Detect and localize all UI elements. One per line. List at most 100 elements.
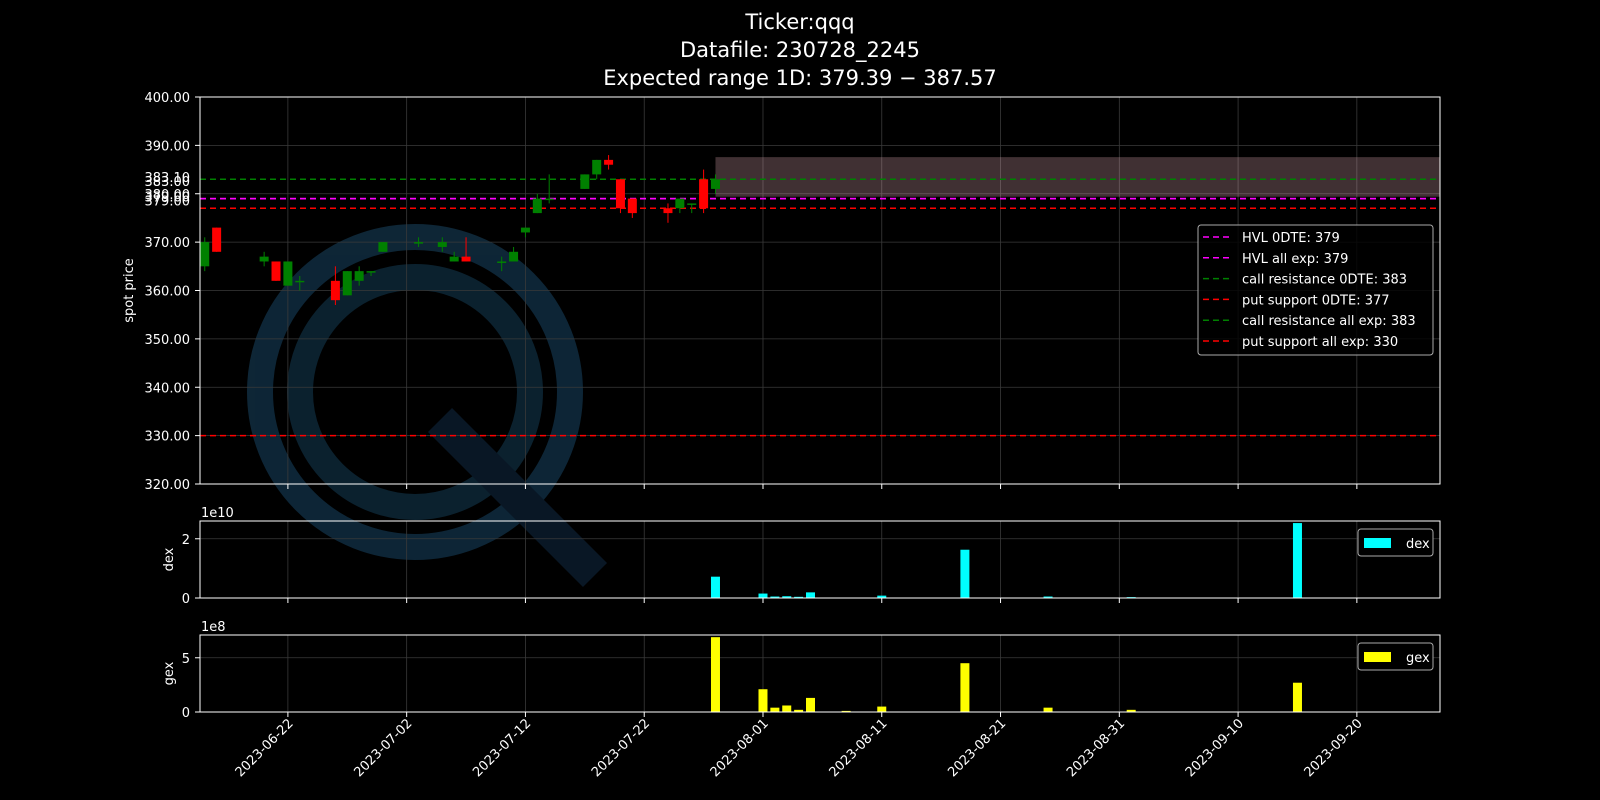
price-level-tick-label: 379.00: [145, 195, 191, 210]
price-ytick-label: 360.00: [145, 285, 191, 300]
dex-bar: [770, 596, 780, 598]
watermark-ring-inner: [287, 264, 543, 520]
chart-title-ticker: Ticker:qqq: [745, 10, 855, 34]
price-legend-box: [1197, 224, 1434, 356]
xtick-label: 2023-08-01: [708, 716, 772, 780]
chart-title-datafile: Datafile: 230728_2245: [680, 38, 920, 62]
price-ytick-label: 320.00: [145, 478, 191, 493]
gex-ytick-label: 5: [182, 652, 190, 667]
xtick-label: 2023-09-10: [1183, 716, 1247, 780]
dex-ytick-label: 2: [182, 533, 190, 548]
legend-label-3: put support 0DTE: 377: [1242, 293, 1390, 308]
gex-bar: [770, 707, 780, 712]
dex-bar: [782, 596, 792, 598]
dex-bar: [710, 576, 720, 598]
candle-body: [449, 256, 459, 262]
candle-body: [342, 271, 352, 296]
candle-body: [520, 227, 530, 233]
xtick-label: 2023-08-11: [827, 716, 891, 780]
gex-bar: [794, 709, 804, 712]
gex-scale-label: 1e8: [201, 620, 226, 635]
dex-bar: [1292, 523, 1302, 598]
candle-body: [509, 251, 519, 262]
chart-title-expected-range: Expected range 1D: 379.39 − 387.57: [603, 66, 997, 90]
price-ytick-label: 390.00: [145, 139, 191, 154]
gex-legend-label: gex: [1406, 651, 1430, 666]
gex-frame: [199, 634, 1441, 713]
gex-bar: [877, 706, 887, 712]
candle-body: [710, 179, 720, 189]
price-y-axis-label: spot price: [122, 258, 137, 323]
candle-body: [699, 179, 709, 209]
candle-body: [615, 179, 625, 209]
candle-body: [414, 242, 424, 244]
candle-body: [330, 280, 340, 301]
dex-bar: [758, 593, 768, 598]
candle-body: [437, 242, 447, 247]
candle-body: [592, 159, 602, 175]
candle-body: [627, 198, 637, 214]
candle-body: [675, 198, 685, 209]
candle-body: [259, 256, 269, 262]
gex-bar: [841, 710, 851, 712]
gex-bar: [1292, 682, 1302, 712]
dex-bar: [1043, 596, 1053, 598]
dex-bar: [960, 549, 970, 598]
dex-bar: [877, 595, 887, 598]
candle-body: [580, 174, 590, 189]
gex-legend-swatch: [1364, 652, 1391, 662]
dex-legend-box: [1357, 528, 1434, 557]
candle-body: [283, 261, 293, 286]
price-ytick-label: 370.00: [145, 236, 191, 251]
price-ytick-label: 350.00: [145, 333, 191, 348]
legend-label-4: call resistance all exp: 383: [1242, 314, 1416, 329]
gex-bar: [960, 663, 970, 712]
candle-body: [200, 242, 210, 267]
dex-ytick-label: 0: [182, 592, 190, 607]
xtick-label: 2023-07-22: [589, 716, 653, 780]
price-ytick-label: 400.00: [145, 91, 191, 106]
legend-label-2: call resistance 0DTE: 383: [1242, 273, 1407, 288]
price-level-tick-label: 383.00: [145, 175, 191, 190]
dex-bar: [794, 596, 804, 598]
dex-scale-label: 1e10: [201, 506, 234, 521]
price-level-tick-label: 379.00: [145, 191, 191, 206]
xtick-label: 2023-07-12: [470, 716, 534, 780]
dex-frame: [199, 520, 1441, 599]
candle-body: [544, 198, 554, 201]
watermark-ring-outer: [247, 224, 583, 560]
dex-legend-swatch: [1364, 538, 1391, 548]
candle-body: [295, 280, 305, 283]
price-ytick-label: 330.00: [145, 430, 191, 445]
xtick-label: 2023-08-21: [945, 716, 1009, 780]
xtick-label: 2023-09-20: [1302, 716, 1366, 780]
xtick-label: 2023-06-22: [233, 716, 297, 780]
gex-y-axis-label: gex: [162, 661, 177, 685]
gex-bar: [805, 697, 815, 712]
candle-body: [378, 242, 388, 252]
expected-range-band: [715, 157, 1440, 197]
candle-body: [271, 261, 281, 281]
gex-bar: [1043, 707, 1053, 712]
xtick-label: 2023-07-02: [351, 716, 415, 780]
dex-legend-label: dex: [1406, 537, 1430, 552]
gex-bar: [1126, 709, 1136, 712]
gex-bar: [758, 689, 768, 712]
price-ytick-label: 380.00: [145, 188, 191, 203]
gex-bar: [710, 637, 720, 712]
watermark-tail: [427, 407, 608, 588]
candle-body: [461, 256, 471, 262]
candle-body: [354, 271, 364, 281]
gex-ytick-label: 0: [182, 706, 190, 721]
candle-body: [497, 261, 507, 263]
candle-body: [532, 198, 542, 214]
candle-body: [366, 271, 376, 273]
dex-bar: [805, 592, 815, 598]
watermark-logo: [247, 224, 608, 588]
xtick-label: 2023-08-31: [1064, 716, 1128, 780]
price-ytick-label: 340.00: [145, 381, 191, 396]
dex-y-axis-label: dex: [162, 547, 177, 571]
legend-label-5: put support all exp: 330: [1242, 335, 1398, 350]
candle-body: [687, 203, 697, 205]
